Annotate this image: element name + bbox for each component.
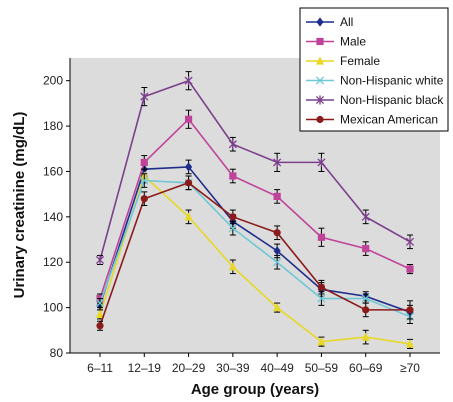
data-point [228,224,237,233]
x-tick-label: 6–11 [87,361,113,375]
legend-marker [315,76,325,85]
x-tick-label: ≥70 [400,361,420,375]
legend-item: Mexican American [306,113,438,127]
data-point [273,258,282,267]
legend-label: Female [340,54,380,68]
data-point [140,195,148,203]
data-point [405,237,415,247]
x-tick-label: 30–39 [216,361,250,375]
data-point [406,265,414,273]
y-tick-label: 180 [43,119,63,133]
data-point [405,339,415,348]
legend-item: All [306,15,353,29]
legend-marker [316,115,324,124]
marker-stroke [273,258,282,267]
series-mexican-american [96,175,414,331]
data-point [184,179,193,187]
legend-item: Non-Hispanic white [306,74,444,88]
marker-stroke [315,76,325,85]
y-tick-label: 200 [43,74,63,88]
data-point [228,262,237,271]
legend-label: Mexican American [340,113,438,127]
data-point [95,309,105,319]
data-point [362,245,370,253]
legend-label: Male [340,35,366,49]
data-point [361,212,370,222]
legend-marker [316,17,324,27]
data-point [317,337,326,346]
series-female [95,168,415,349]
legend-label: Non-Hispanic white [340,74,444,88]
x-tick-label: 12–19 [128,361,162,375]
marker-stroke [361,294,370,303]
series-layer [95,71,415,349]
series-all-line [99,166,411,313]
data-point [228,139,237,149]
marker-stroke [95,299,105,308]
x-tick-label: 50–59 [305,361,339,375]
y-axis-title: Urinary creatinine (mg/dL) [11,112,28,299]
marker-stroke [140,176,149,185]
y-tick-label: 120 [43,255,63,269]
y-tick-label: 160 [43,164,63,178]
data-point [317,233,326,241]
data-point [140,158,148,166]
x-tick-label: 60–69 [349,361,383,375]
legend-label: Non-Hispanic black [340,93,444,107]
legend-box [299,7,449,132]
data-point [317,157,326,167]
legend: All Male Female Non-Hispanic white Non-Hispa… [299,7,449,132]
data-point [362,306,370,314]
data-point [184,76,193,86]
data-point [229,213,237,221]
x-tick-label: 20–29 [172,361,206,375]
data-point [273,192,281,201]
legend-marker [316,37,324,46]
x-axis: 6–11 12–19 20–29 30–39 40–49 50–59 60–69 ≥70 [70,352,440,375]
data-point [273,157,282,167]
legend-item: Female [306,54,380,68]
data-point [361,332,370,341]
data-point [140,176,149,185]
data-point [317,283,326,291]
legend-items: All Male Female Non-Hispanic white Non-Hispa… [306,15,444,127]
data-point [184,162,193,172]
data-point [96,322,104,330]
data-point [140,91,149,102]
legend-marker [315,56,325,65]
series-male-line [99,118,411,299]
series-female-line [99,174,411,345]
y-tick-label: 80 [50,346,64,360]
data-point [95,299,105,308]
y-tick-label: 100 [43,301,63,315]
series-mexican-american-line [99,181,410,327]
legend-item: Male [306,35,366,49]
data-point [406,306,414,314]
data-point [184,115,193,123]
legend-marker [315,95,325,105]
data-point [361,294,370,303]
series-non-hispanic-black [95,71,415,265]
legend-item: Non-Hispanic black [306,93,444,107]
x-tick-label: 40–49 [260,361,294,375]
y-tick-label: 140 [43,210,63,224]
series-non-hispanic-black-line [99,79,411,261]
data-point [184,212,193,221]
data-point [95,255,105,265]
marker-stroke [228,224,237,233]
legend-label: All [340,15,353,29]
series-non-hispanic-white-line [99,179,411,318]
data-point [273,303,282,312]
data-point [317,294,326,303]
data-point [273,229,281,237]
y-axis: 80 100 120 140 160 180 200 [43,58,71,360]
data-point [273,246,281,256]
x-axis-title: Age group (years) [191,381,319,398]
marker-stroke [317,294,326,303]
data-point [229,172,237,180]
